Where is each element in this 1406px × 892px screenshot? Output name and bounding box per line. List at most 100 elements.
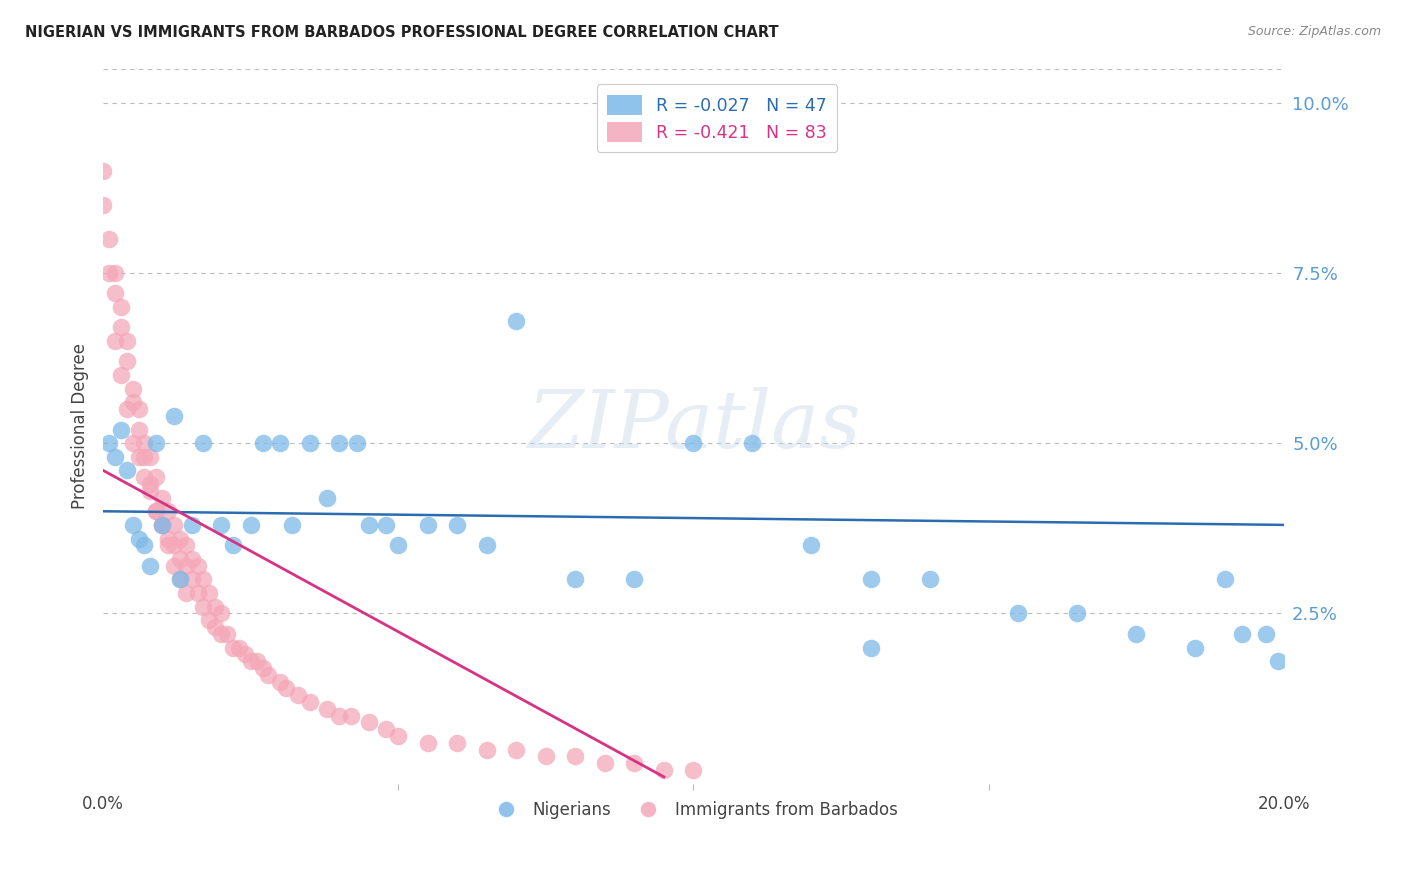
Point	[163, 538, 186, 552]
Point	[157, 532, 180, 546]
Point	[150, 517, 173, 532]
Point	[157, 538, 180, 552]
Point	[180, 573, 202, 587]
Point	[859, 640, 882, 655]
Point	[534, 749, 557, 764]
Point	[98, 436, 121, 450]
Point	[316, 702, 339, 716]
Point	[145, 470, 167, 484]
Point	[222, 538, 245, 552]
Point	[387, 538, 409, 552]
Point	[287, 688, 309, 702]
Point	[98, 232, 121, 246]
Point	[157, 504, 180, 518]
Point	[246, 654, 269, 668]
Point	[145, 504, 167, 518]
Point	[198, 586, 221, 600]
Point	[121, 517, 143, 532]
Point	[128, 402, 150, 417]
Point	[169, 573, 191, 587]
Point	[180, 517, 202, 532]
Point	[174, 558, 197, 573]
Point	[134, 470, 156, 484]
Point	[193, 599, 215, 614]
Point	[357, 517, 380, 532]
Point	[139, 477, 162, 491]
Point	[128, 423, 150, 437]
Point	[115, 354, 138, 368]
Point	[340, 708, 363, 723]
Point	[682, 436, 704, 450]
Point	[163, 409, 186, 423]
Point	[375, 517, 398, 532]
Point	[1125, 627, 1147, 641]
Point	[134, 450, 156, 464]
Point	[134, 436, 156, 450]
Point	[121, 382, 143, 396]
Point	[187, 586, 209, 600]
Point	[163, 517, 186, 532]
Point	[505, 313, 527, 327]
Point	[252, 661, 274, 675]
Point	[1007, 607, 1029, 621]
Point	[564, 573, 586, 587]
Point	[1213, 573, 1236, 587]
Point	[115, 463, 138, 477]
Point	[316, 491, 339, 505]
Point	[110, 320, 132, 334]
Point	[859, 573, 882, 587]
Point	[623, 573, 645, 587]
Point	[104, 286, 127, 301]
Point	[209, 607, 232, 621]
Point	[150, 517, 173, 532]
Point	[446, 736, 468, 750]
Point	[134, 538, 156, 552]
Point	[1184, 640, 1206, 655]
Point	[217, 627, 239, 641]
Point	[328, 436, 350, 450]
Point	[98, 266, 121, 280]
Point	[1232, 627, 1254, 641]
Point	[128, 450, 150, 464]
Point	[239, 517, 262, 532]
Point	[298, 695, 321, 709]
Point	[623, 756, 645, 771]
Point	[169, 573, 191, 587]
Point	[104, 450, 127, 464]
Point	[1254, 627, 1277, 641]
Point	[174, 538, 197, 552]
Point	[163, 558, 186, 573]
Point	[298, 436, 321, 450]
Text: ZIPatlas: ZIPatlas	[527, 387, 860, 465]
Point	[252, 436, 274, 450]
Point	[1267, 654, 1289, 668]
Point	[139, 483, 162, 498]
Point	[682, 763, 704, 777]
Point	[145, 436, 167, 450]
Point	[115, 334, 138, 348]
Point	[150, 491, 173, 505]
Point	[269, 674, 291, 689]
Point	[104, 266, 127, 280]
Point	[209, 627, 232, 641]
Point	[375, 723, 398, 737]
Point	[174, 586, 197, 600]
Point	[233, 648, 256, 662]
Point	[741, 436, 763, 450]
Point	[593, 756, 616, 771]
Point	[475, 742, 498, 756]
Point	[281, 517, 304, 532]
Legend: Nigerians, Immigrants from Barbados: Nigerians, Immigrants from Barbados	[482, 794, 904, 825]
Point	[139, 450, 162, 464]
Point	[387, 729, 409, 743]
Point	[346, 436, 368, 450]
Text: NIGERIAN VS IMMIGRANTS FROM BARBADOS PROFESSIONAL DEGREE CORRELATION CHART: NIGERIAN VS IMMIGRANTS FROM BARBADOS PRO…	[25, 25, 779, 40]
Point	[121, 395, 143, 409]
Point	[800, 538, 823, 552]
Point	[475, 538, 498, 552]
Point	[91, 198, 114, 212]
Point	[169, 552, 191, 566]
Point	[269, 436, 291, 450]
Point	[446, 517, 468, 532]
Point	[652, 763, 675, 777]
